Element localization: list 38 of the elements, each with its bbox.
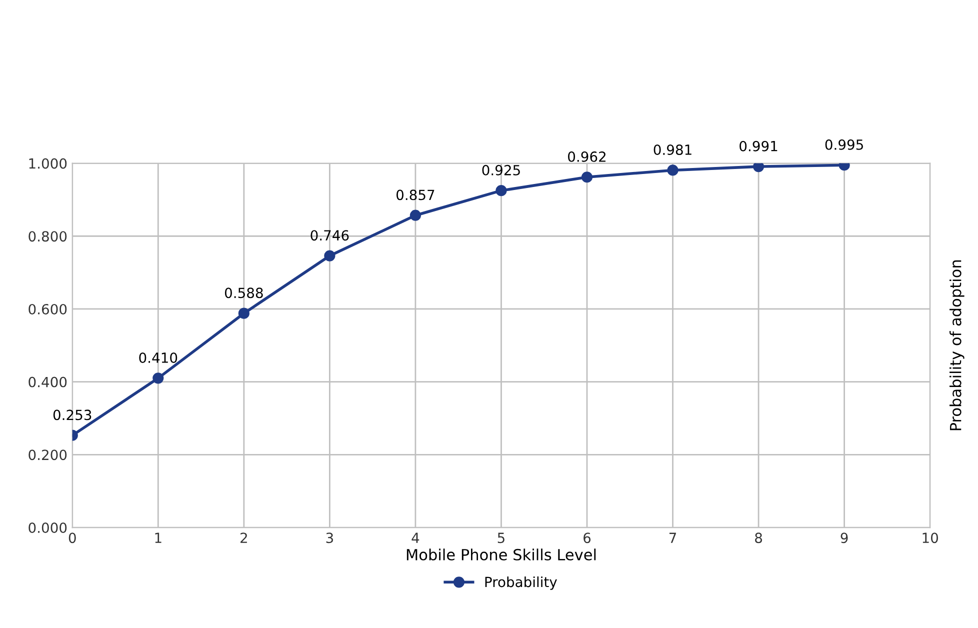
data-label: 0.746	[310, 230, 349, 241]
x-tick-label: 2	[240, 532, 247, 543]
point	[238, 308, 250, 319]
x-tick-label: 7	[669, 532, 676, 543]
x-tick-label: 3	[326, 532, 333, 544]
data-label: 0.981	[654, 144, 692, 156]
point	[410, 210, 422, 221]
data-label: 0.962	[568, 151, 606, 162]
point	[581, 172, 593, 183]
x-tick-label: 8	[755, 532, 762, 544]
data-label: 0.410	[139, 352, 178, 363]
y-axis-title: Probability of adoption	[950, 260, 964, 430]
x-tick-label: 4	[412, 532, 420, 543]
data-label: 0.588	[224, 288, 263, 298]
x-tick-label: 10	[922, 532, 938, 544]
x-axis-title: Mobile Phone Skills Level	[406, 548, 596, 560]
data-label: 0.991	[740, 140, 778, 152]
x-tick-label: 5	[498, 532, 504, 544]
x-tick-label: 6	[584, 532, 591, 544]
point	[752, 163, 764, 172]
y-tick-label: 0.200	[28, 450, 67, 460]
point	[152, 372, 164, 384]
x-tick-label: 9	[840, 532, 848, 544]
data-label: 0.995	[825, 139, 863, 150]
y-tick-label: 0.800	[28, 231, 67, 242]
y-tick-label: 0.400	[28, 376, 67, 388]
y-tick-label: 1.000	[29, 158, 67, 169]
point	[324, 250, 336, 262]
y-tick-label: 0.000	[28, 522, 67, 533]
point	[667, 164, 678, 176]
x-tick-label: 1	[155, 532, 162, 543]
data-label: 0.253	[53, 410, 92, 420]
data-label: 0.857	[396, 190, 434, 200]
data-label: 0.925	[482, 164, 520, 176]
y-tick-label: 0.600	[28, 304, 67, 314]
x-tick-label: 0	[68, 532, 76, 544]
legend-label: Probability	[485, 576, 557, 590]
point	[496, 185, 507, 196]
